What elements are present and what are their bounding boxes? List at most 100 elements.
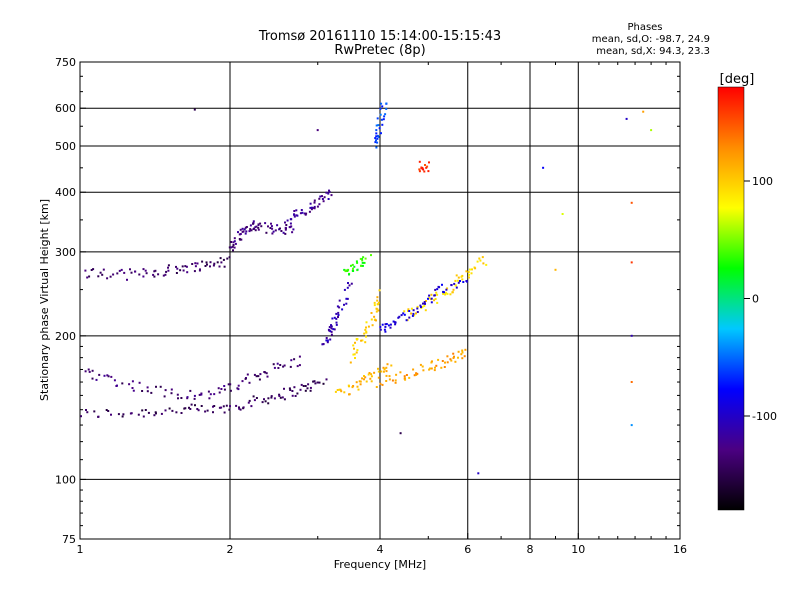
scatter-point <box>424 309 427 312</box>
scatter-point <box>318 381 321 384</box>
scatter-point <box>217 387 220 390</box>
scatter-point <box>99 271 102 274</box>
scatter-point <box>384 323 387 326</box>
scatter-point <box>213 393 216 396</box>
scatter-point <box>454 284 457 287</box>
scatter-point <box>196 262 199 265</box>
scatter-point <box>218 406 221 409</box>
scatter-point <box>233 246 236 249</box>
scatter-point <box>107 375 110 378</box>
scatter-point <box>413 374 416 377</box>
scatter-point <box>284 226 287 229</box>
scatter-point <box>232 241 235 244</box>
scatter-point <box>289 389 292 391</box>
scatter-point <box>338 388 341 391</box>
scatter-point <box>430 367 433 370</box>
scatter-point <box>403 375 406 378</box>
scatter-point <box>283 398 286 401</box>
scatter-point <box>264 222 267 225</box>
scatter-point <box>343 288 346 291</box>
chart-title: Tromsø 20161110 15:14:00-15:15:43 <box>258 29 501 44</box>
scatter-point <box>102 268 105 271</box>
scatter-point <box>474 267 477 270</box>
x-tick-label: 1 <box>77 543 84 556</box>
scatter-point <box>361 261 364 264</box>
scatter-point <box>257 223 260 226</box>
scatter-point <box>316 205 319 208</box>
scatter-point <box>226 257 229 260</box>
scatter-point <box>364 328 367 331</box>
scatter-point <box>415 312 417 315</box>
scatter-point <box>337 316 339 318</box>
scatter-point <box>375 135 378 138</box>
scatter-point <box>450 359 453 362</box>
scatter-point <box>361 264 364 267</box>
scatter-point <box>155 412 157 415</box>
scatter-point <box>370 312 373 314</box>
scatter-point <box>325 337 328 339</box>
scatter-point <box>271 227 274 230</box>
scatter-point <box>176 393 179 396</box>
scatter-point <box>630 261 633 264</box>
scatter-point <box>112 273 115 276</box>
scatter-point <box>379 328 382 331</box>
scatter-point <box>218 391 221 394</box>
scatter-point <box>384 330 387 333</box>
scatter-point <box>204 265 207 267</box>
scatter-point <box>453 282 456 285</box>
scatter-point <box>200 392 203 395</box>
scatter-point <box>354 341 356 344</box>
scatter-point <box>184 407 187 410</box>
scatter-point <box>313 199 316 202</box>
scatter-point <box>244 377 247 380</box>
scatter-point <box>478 257 481 260</box>
scatter-point <box>388 378 391 381</box>
scatter-point <box>233 237 236 240</box>
scatter-point <box>307 383 310 386</box>
scatter-point <box>476 260 479 263</box>
scatter-point <box>107 410 110 412</box>
scatter-point <box>336 389 339 391</box>
scatter-point <box>457 281 460 284</box>
scatter-point <box>433 299 436 302</box>
scatter-point <box>300 383 303 386</box>
scatter-point <box>436 301 439 304</box>
scatter-point <box>304 213 307 216</box>
scatter-point <box>446 292 449 295</box>
scatter-point <box>481 256 484 259</box>
scatter-point <box>437 358 440 361</box>
scatter-point <box>252 220 255 223</box>
scatter-point <box>383 367 386 370</box>
scatter-point <box>337 311 340 314</box>
scatter-point <box>200 405 203 407</box>
scatter-point <box>359 380 362 383</box>
scatter-point <box>380 132 382 135</box>
scatter-point <box>293 215 296 218</box>
scatter-point <box>309 386 312 389</box>
scatter-point <box>391 379 394 382</box>
scatter-point <box>333 328 336 331</box>
scatter-point <box>542 166 545 169</box>
scatter-point <box>380 118 383 121</box>
scatter-point <box>194 404 196 407</box>
scatter-point <box>415 373 418 376</box>
scatter-point <box>234 242 237 245</box>
scatter-point <box>167 269 170 272</box>
scatter-point <box>240 238 243 241</box>
scatter-point <box>207 390 210 393</box>
scatter-point <box>123 271 126 274</box>
scatter-point <box>154 411 157 414</box>
scatter-point <box>165 270 168 273</box>
scatter-point <box>426 165 429 168</box>
scatter-point <box>84 370 87 373</box>
scatter-point <box>237 231 239 234</box>
x-tick-label: 8 <box>527 543 534 556</box>
scatter-point <box>191 263 194 265</box>
scatter-point <box>318 197 321 200</box>
scatter-point <box>106 374 109 377</box>
scatter-point <box>379 326 382 328</box>
scatter-point <box>365 321 368 324</box>
scatter-point <box>625 117 628 120</box>
scatter-point <box>461 349 464 352</box>
scatter-point <box>286 219 289 222</box>
